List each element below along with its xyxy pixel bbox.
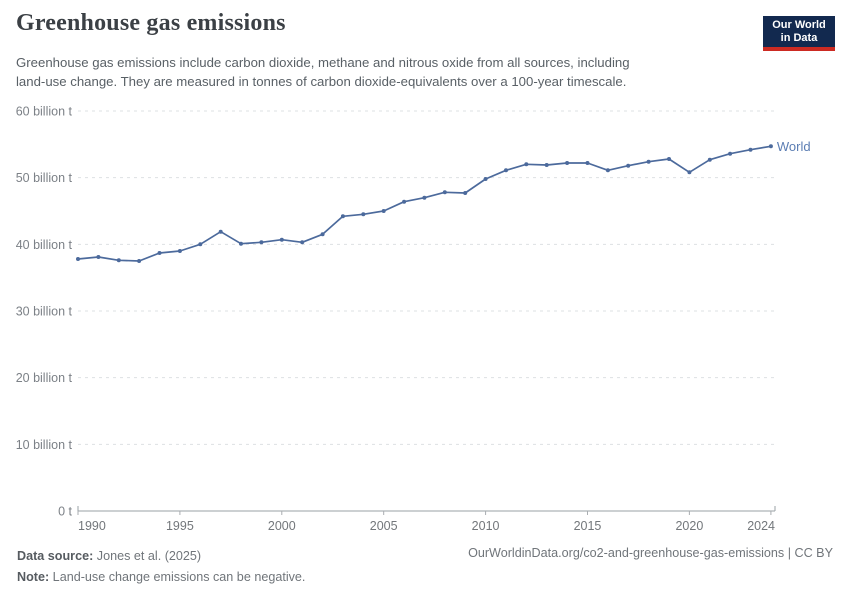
chart-subtitle-line-1: Greenhouse gas emissions include carbon … — [16, 55, 630, 70]
data-point-2024 — [768, 144, 773, 149]
x-axis-label: 2020 — [675, 519, 703, 533]
data-point-1995 — [177, 249, 182, 253]
data-point-2010 — [483, 177, 488, 181]
series-line-world — [77, 145, 772, 262]
y-axis-label: 20 billion t — [16, 371, 73, 385]
data-point-1992 — [116, 258, 121, 263]
data-source-line: Data source: Jones et al. (2025) — [17, 546, 305, 567]
data-point-2007 — [422, 195, 427, 200]
x-axis-label: 1990 — [78, 519, 106, 533]
data-point-2018 — [646, 159, 651, 164]
data-source-value: Jones et al. (2025) — [93, 549, 202, 563]
x-axis-label: 2024 — [747, 519, 775, 533]
series-end-label: World — [777, 139, 811, 154]
data-point-2004 — [361, 212, 366, 217]
data-point-1990 — [76, 257, 80, 261]
data-point-2019 — [667, 157, 671, 161]
data-point-2012 — [524, 162, 529, 167]
data-source-label: Data source: — [17, 549, 94, 563]
data-point-2011 — [504, 168, 508, 173]
note-value: Land-use change emissions can be negativ… — [49, 570, 306, 584]
data-point-2000 — [279, 237, 284, 242]
note-label: Note: — [17, 570, 50, 584]
x-axis-label: 2005 — [370, 519, 398, 533]
owid-logo: Our World in Data — [763, 16, 835, 51]
chart-footer: Data source: Jones et al. (2025) Note: L… — [17, 546, 305, 588]
data-point-2013 — [544, 163, 549, 167]
x-axis-label: 1995 — [166, 519, 194, 533]
data-point-1994 — [157, 251, 162, 255]
data-point-2009 — [463, 191, 468, 195]
citation-url: OurWorldinData.org/co2-and-greenhouse-ga… — [468, 546, 833, 560]
data-point-2005 — [381, 209, 386, 213]
data-point-2023 — [748, 147, 753, 152]
y-axis-label: 40 billion t — [16, 238, 73, 252]
y-axis-label: 50 billion t — [16, 171, 73, 185]
data-point-1991 — [96, 255, 101, 259]
chart-subtitle-line-2: land-use change. They are measured in to… — [16, 74, 627, 89]
x-axis-label: 2010 — [472, 519, 500, 533]
data-point-2015 — [585, 161, 590, 165]
data-point-2002 — [320, 232, 325, 237]
data-point-2017 — [626, 163, 631, 168]
data-point-2021 — [707, 157, 712, 162]
chart-subtitle: Greenhouse gas emissions include carbon … — [16, 53, 630, 91]
y-axis-label: 10 billion t — [16, 438, 73, 452]
y-axis-label: 60 billion t — [16, 105, 73, 119]
y-axis-label: 30 billion t — [16, 305, 73, 319]
data-point-2008 — [442, 190, 447, 195]
data-point-2001 — [300, 240, 305, 245]
data-point-1993 — [137, 259, 142, 263]
owid-logo-line-1: Our World — [772, 19, 826, 31]
data-point-2006 — [402, 199, 407, 204]
chart-title: Greenhouse gas emissions — [16, 10, 286, 36]
data-point-1996 — [198, 242, 203, 247]
x-axis-label: 2015 — [574, 519, 602, 533]
data-point-1998 — [239, 241, 243, 246]
data-point-1997 — [218, 229, 223, 234]
data-point-1999 — [259, 240, 264, 245]
data-point-2003 — [340, 214, 345, 219]
owid-logo-line-2: in Data — [780, 32, 818, 44]
y-axis-label: 0 t — [58, 505, 72, 519]
x-axis-label: 2000 — [268, 519, 296, 533]
data-point-2014 — [565, 161, 570, 165]
data-point-2022 — [728, 151, 733, 156]
data-point-2020 — [687, 170, 692, 175]
note-line: Note: Land-use change emissions can be n… — [17, 567, 305, 588]
data-point-2016 — [605, 168, 610, 173]
